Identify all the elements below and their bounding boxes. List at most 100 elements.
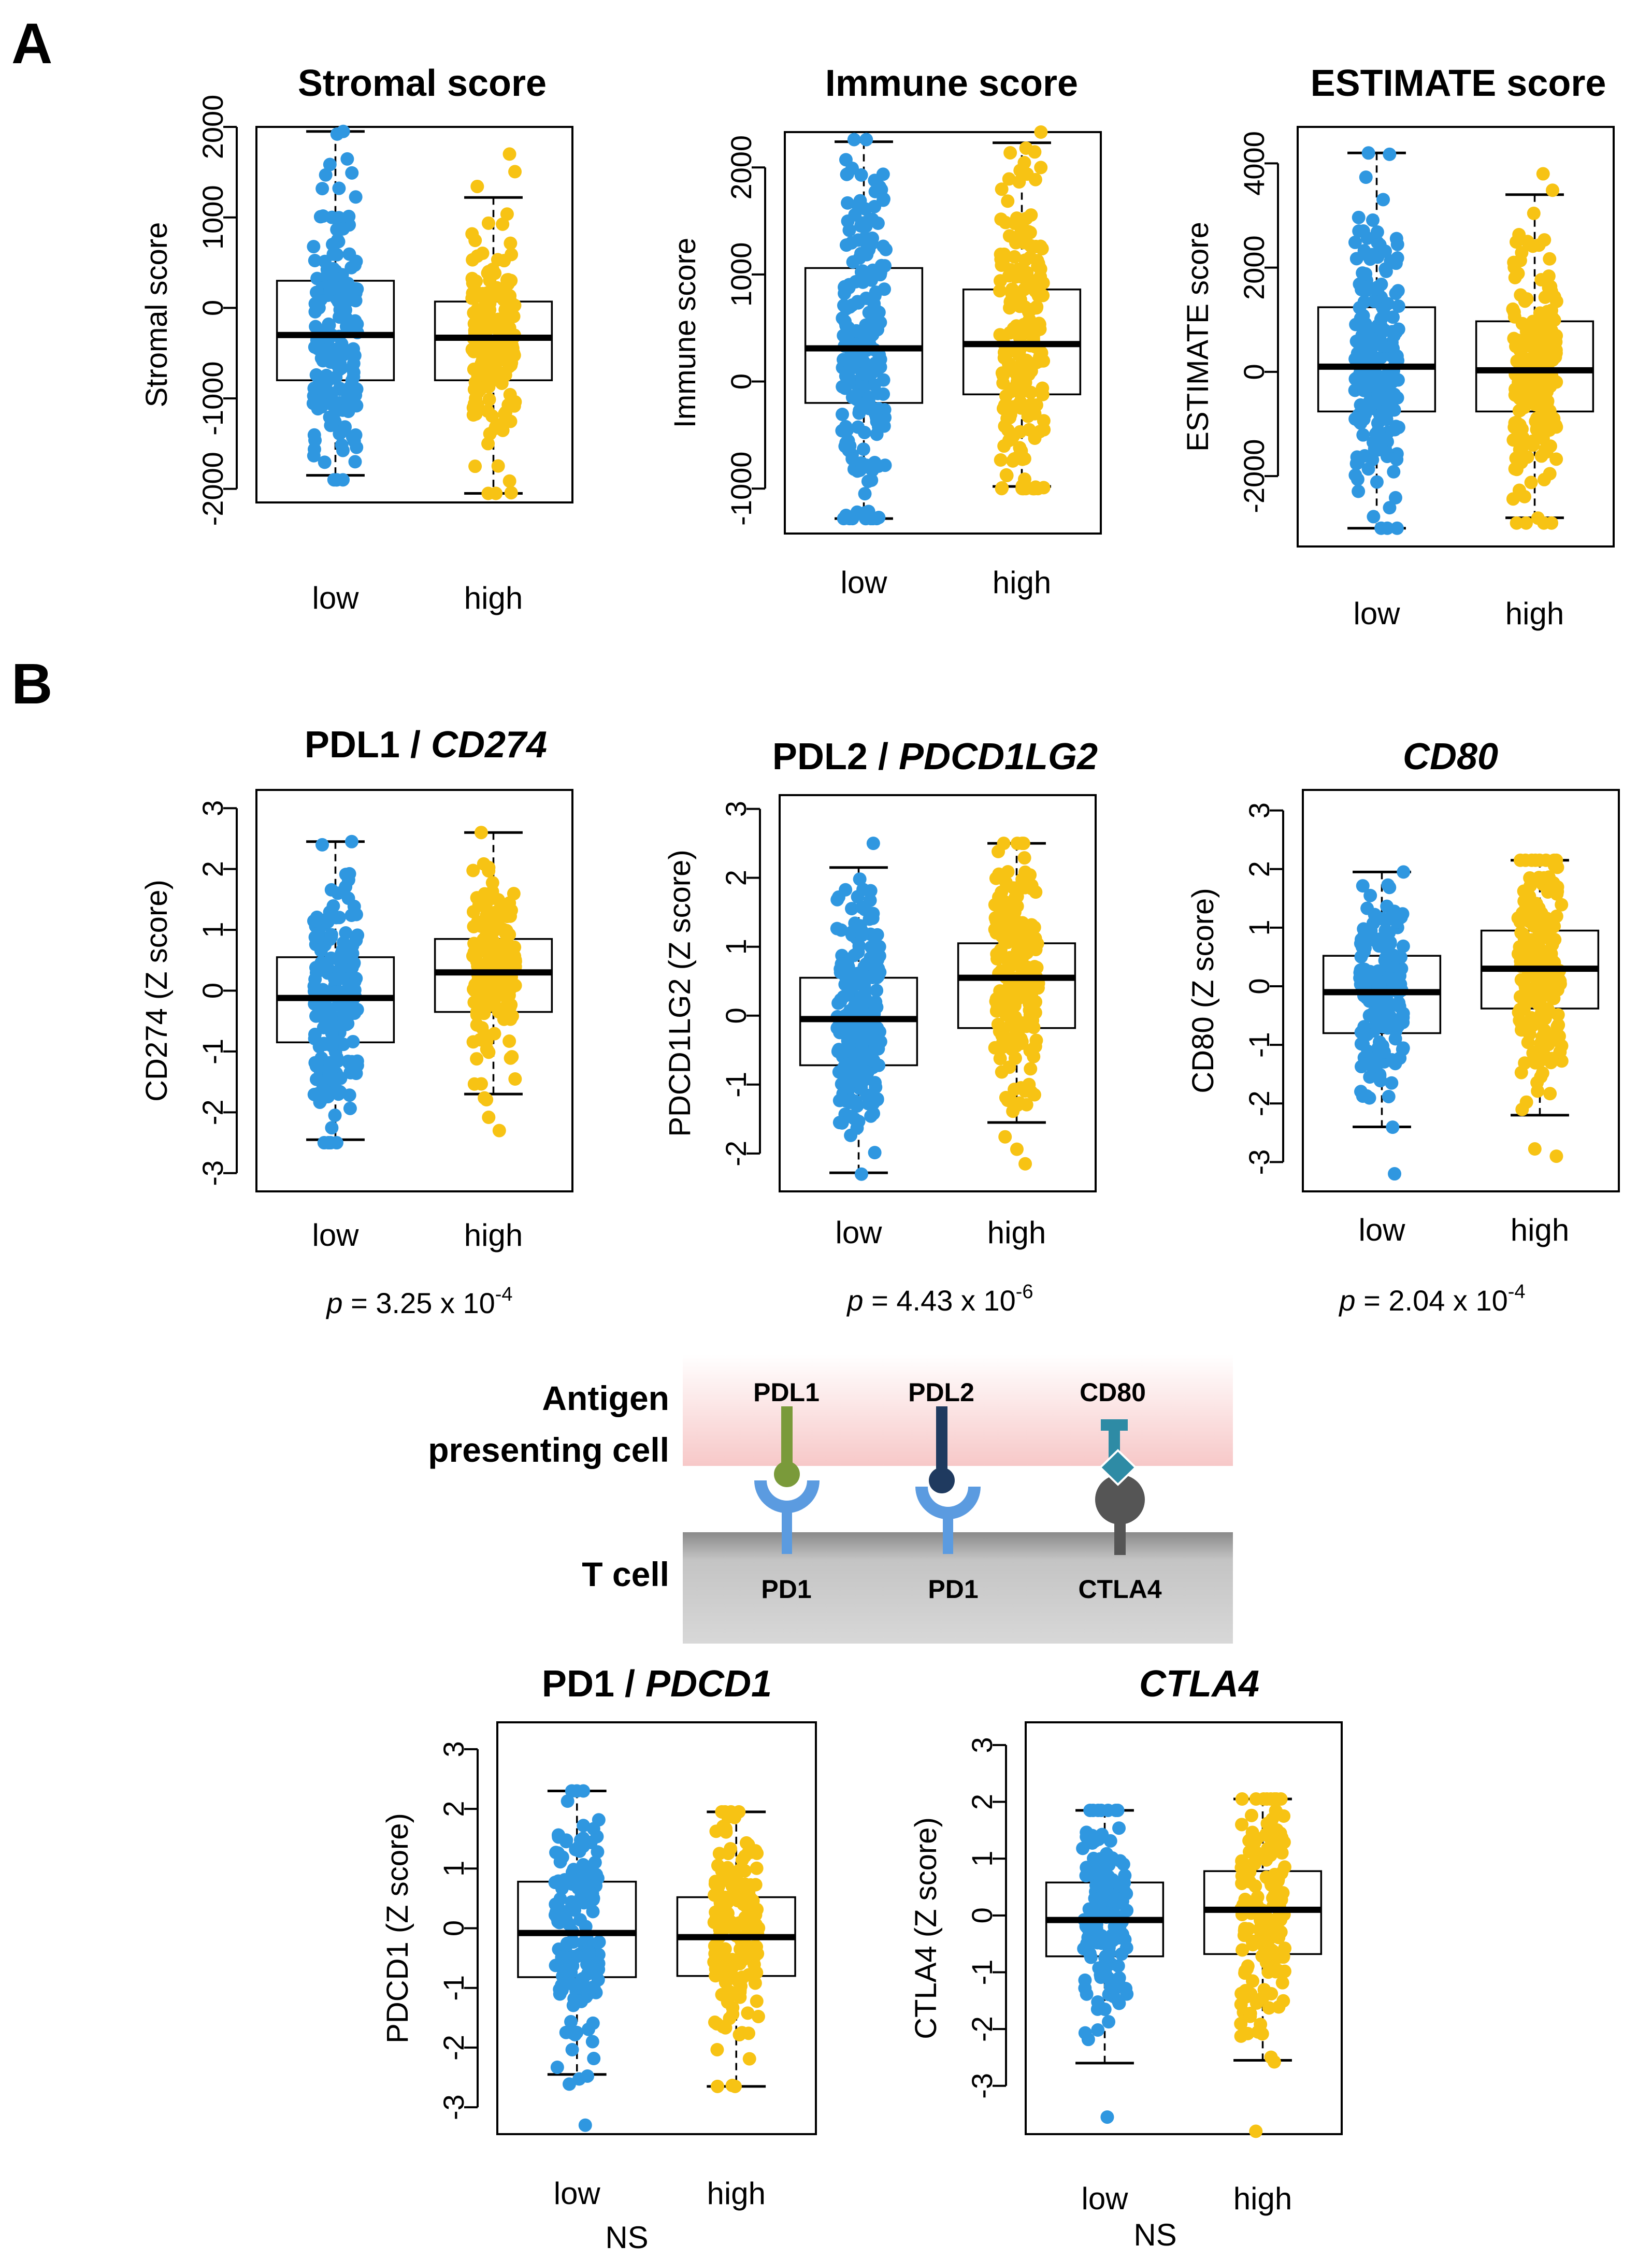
chart-title-pdl1: PDL1 / CD274 (305, 724, 547, 766)
data-point (1389, 420, 1403, 434)
data-point (858, 202, 872, 216)
data-point (1010, 211, 1024, 225)
data-point (350, 282, 364, 296)
data-point (504, 486, 518, 500)
data-point (877, 373, 890, 387)
data-point (1382, 940, 1396, 954)
data-point (491, 253, 505, 267)
pdl1-head (774, 1461, 800, 1487)
y-tick-label: 0 (1238, 364, 1270, 380)
plot-frame-stromal (255, 126, 573, 503)
data-point (1002, 434, 1016, 448)
data-point (1234, 1997, 1248, 2011)
chart-title-cd80: CD80 (1403, 736, 1498, 778)
y-tick-label: -3 (1243, 1149, 1275, 1175)
data-point (1234, 2029, 1248, 2043)
data-point (1360, 973, 1374, 987)
chart-estimate: ESTIMATE score -2000 0 2000 4000 ESTIMATE sco… (1181, 63, 1615, 631)
pdl2-head (929, 1467, 955, 1493)
data-point (749, 1908, 763, 1922)
data-point (1536, 335, 1550, 349)
data-point (549, 1959, 563, 1973)
data-point (866, 263, 880, 277)
data-point (994, 252, 1008, 266)
data-point (1269, 1792, 1283, 1806)
data-point (348, 1006, 362, 1020)
data-point (999, 999, 1013, 1013)
data-point (1517, 884, 1531, 898)
data-point (556, 1880, 570, 1894)
data-point (995, 1065, 1009, 1079)
data-point (324, 883, 338, 897)
data-point (862, 391, 876, 405)
data-point (1116, 1857, 1130, 1871)
ns-label-ctla4: NS (1133, 2218, 1176, 2252)
data-point (834, 923, 848, 937)
data-point (508, 165, 522, 179)
data-point (345, 293, 359, 307)
data-point (1002, 357, 1016, 371)
data-point (482, 1111, 496, 1125)
data-point (1016, 837, 1030, 851)
data-point (1091, 1803, 1105, 1817)
data-point (1378, 923, 1392, 937)
data-point (502, 474, 516, 488)
data-point (1365, 332, 1379, 346)
data-point (988, 1041, 1002, 1055)
data-point (1541, 408, 1555, 422)
y-tick-label: 1 (437, 1861, 470, 1877)
pvalue-pdl1-prefix: p (325, 1287, 342, 1319)
data-point (1394, 950, 1407, 964)
data-point (504, 236, 518, 250)
data-point (336, 124, 350, 138)
data-point (845, 452, 859, 466)
data-point (1095, 1827, 1109, 1841)
ctla4-receptor-head (1095, 1475, 1145, 1524)
data-point (1391, 299, 1405, 313)
data-point (1518, 853, 1532, 867)
data-point (485, 876, 499, 890)
data-point (578, 2118, 592, 2132)
data-point (1021, 409, 1035, 423)
data-point (1391, 284, 1405, 298)
data-point (592, 1935, 606, 1949)
data-point (877, 239, 890, 253)
data-point (720, 1895, 734, 1909)
data-point (1003, 146, 1017, 160)
chart-immune: Immune score -1000 0 1000 2000 Immune score lo… (668, 63, 1102, 600)
data-point (735, 2026, 749, 2040)
data-point (1095, 1928, 1109, 1942)
data-point (858, 487, 872, 501)
data-point (550, 2060, 564, 2074)
data-point (1390, 237, 1404, 251)
data-point (332, 181, 346, 195)
data-point (993, 328, 1007, 342)
data-point (1535, 970, 1549, 984)
data-point (504, 903, 518, 917)
data-point (328, 972, 342, 986)
apc-label-line2: presenting cell (428, 1431, 669, 1469)
data-point (468, 978, 482, 992)
pvalue-pdl2: p = 4.43 x 10-6 (846, 1281, 1033, 1317)
data-point (726, 2001, 740, 2015)
data-point (877, 387, 890, 401)
data-point (1545, 1052, 1559, 1066)
data-point (996, 368, 1010, 382)
data-point (1510, 516, 1524, 530)
data-point (1377, 433, 1391, 447)
data-point (855, 901, 869, 915)
data-point (1520, 235, 1534, 249)
data-point (1269, 1923, 1283, 1937)
data-point (482, 393, 496, 407)
data-point (1002, 229, 1016, 243)
data-point (467, 306, 481, 320)
data-point (1251, 1846, 1265, 1860)
data-point (349, 190, 363, 204)
data-point (1526, 994, 1540, 1007)
plot-frame-pdl1 (255, 789, 573, 1192)
chart-stromal: Stromal score -2000 -1000 0 1000 2000 Stromal … (140, 63, 573, 615)
data-point (1391, 997, 1405, 1011)
data-point (864, 1109, 878, 1123)
data-point (1013, 986, 1027, 1000)
chart-title-plain-pdl1: PDL1 / (305, 724, 431, 766)
